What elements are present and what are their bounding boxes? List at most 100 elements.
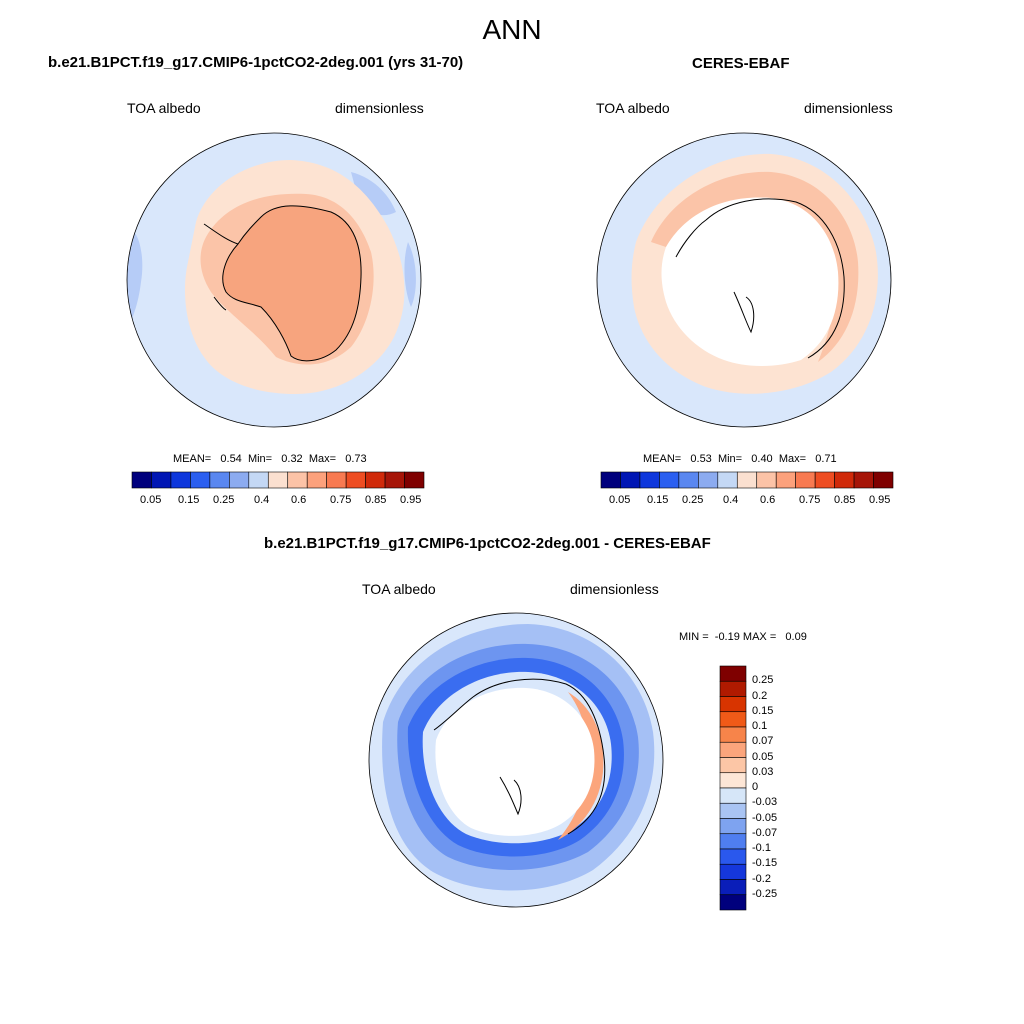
obs-colorbar-swatch xyxy=(620,471,641,489)
model-tick: 0.25 xyxy=(213,494,235,506)
model-min-value: 0.32 xyxy=(281,453,303,465)
obs-colorbar-swatch xyxy=(834,471,855,489)
obs-no-data-region xyxy=(661,197,839,366)
model-polar-map xyxy=(126,132,422,428)
obs-colorbar-swatch xyxy=(717,471,738,489)
model-colorbar-swatch xyxy=(131,471,152,489)
model-colorbar-swatch xyxy=(404,471,425,489)
model-min-label: Min= xyxy=(247,453,273,465)
diff-colorbar-swatch xyxy=(719,757,747,774)
obs-colorbar-swatch xyxy=(873,471,894,489)
diff-polar-map xyxy=(368,612,664,908)
diff-tick: 0.1 xyxy=(752,720,768,732)
model-colorbar-swatch xyxy=(326,471,347,489)
obs-colorbar-swatch xyxy=(853,471,874,489)
diff-no-data-region xyxy=(435,687,595,836)
model-low-albedo-patch-west xyxy=(127,230,143,332)
model-max-label: Max= xyxy=(308,453,337,465)
obs-colorbar-swatch xyxy=(659,471,680,489)
diff-min-value: -0.19 xyxy=(714,631,740,643)
diff-tick: 0.15 xyxy=(752,704,774,717)
diff-colorbar-swatch xyxy=(719,818,747,835)
diff-panel-title: b.e21.B1PCT.f19_g17.CMIP6-1pctCO2-2deg.0… xyxy=(264,535,711,552)
diff-colorbar-swatch xyxy=(719,802,747,819)
obs-variable-label: TOA albedo xyxy=(596,100,670,116)
obs-max-label: Max= xyxy=(778,453,807,465)
model-tick: 0.4 xyxy=(254,494,270,506)
diff-colorbar-swatch xyxy=(719,696,747,713)
obs-min-label: Min= xyxy=(717,453,743,465)
model-tick: 0.05 xyxy=(140,494,162,506)
diff-positive-ring-east xyxy=(558,692,604,840)
diff-units-label: dimensionless xyxy=(570,581,659,597)
diff-variable-label: TOA albedo xyxy=(362,581,436,597)
model-colorbar-swatch xyxy=(151,471,172,489)
diff-tick: 0.2 xyxy=(752,689,768,702)
obs-tick: 0.05 xyxy=(609,494,631,506)
model-colorbar-swatch xyxy=(365,471,386,489)
diff-colorbar xyxy=(719,665,747,911)
model-panel-title: b.e21.B1PCT.f19_g17.CMIP6-1pctCO2-2deg.0… xyxy=(48,54,464,71)
obs-panel-title: CERES-EBAF xyxy=(692,55,790,72)
model-colorbar-swatch xyxy=(229,471,250,489)
model-colorbar-swatch xyxy=(345,471,366,489)
diff-colorbar-swatch xyxy=(719,863,747,880)
diff-colorbar-swatch xyxy=(719,894,747,911)
diff-colorbar-swatch xyxy=(719,848,747,865)
obs-colorbar-swatch xyxy=(795,471,816,489)
obs-colorbar-swatch xyxy=(736,471,758,489)
obs-tick: 0.15 xyxy=(647,494,669,506)
model-antarctica-coast xyxy=(203,205,362,362)
obs-colorbar-swatch xyxy=(600,471,621,489)
model-low-albedo-patch-ne xyxy=(351,172,396,216)
model-colorbar-swatch xyxy=(209,471,230,489)
obs-max-value: 0.71 xyxy=(815,453,837,465)
model-colorbar-swatch xyxy=(190,471,211,489)
model-colorbar-swatch xyxy=(306,471,327,489)
model-mean-label: MEAN= xyxy=(173,453,212,465)
model-tick: 0.6 xyxy=(291,494,307,506)
diff-antarctica-coast xyxy=(433,678,606,835)
obs-tick: 0.4 xyxy=(723,494,739,506)
obs-tick: 0.75 xyxy=(799,494,821,506)
diff-colorbar-swatch xyxy=(719,726,747,743)
diff-tick: -0.07 xyxy=(752,826,778,839)
model-tick: 0.15 xyxy=(178,494,200,506)
obs-min-value: 0.40 xyxy=(751,453,773,465)
diff-colorbar-swatch xyxy=(719,680,747,697)
diff-colorbar-swatch xyxy=(719,711,747,728)
obs-tick: 0.85 xyxy=(834,494,856,506)
figure-title: ANN xyxy=(482,14,542,45)
diff-tick: -0.2 xyxy=(752,872,771,885)
obs-colorbar-swatch xyxy=(698,471,719,489)
diff-colorbar-swatch xyxy=(719,787,747,804)
obs-tick: 0.6 xyxy=(760,494,776,506)
diff-tick: -0.25 xyxy=(752,887,778,900)
obs-mean-value: 0.53 xyxy=(690,453,712,465)
diff-colorbar-swatch xyxy=(719,833,747,850)
diff-tick: -0.15 xyxy=(752,857,778,870)
obs-colorbar-swatch xyxy=(678,471,699,489)
obs-mean-label: MEAN= xyxy=(643,453,682,465)
model-continent-fill xyxy=(222,205,362,361)
model-units-label: dimensionless xyxy=(335,100,424,116)
obs-antarctica-coast xyxy=(675,198,845,359)
obs-colorbar-swatch xyxy=(756,471,777,489)
diff-min-label: MIN = xyxy=(679,631,709,643)
model-colorbar-swatch xyxy=(170,471,191,489)
model-tick: 0.85 xyxy=(365,494,387,506)
obs-tick: 0.25 xyxy=(682,494,704,506)
model-colorbar-swatch xyxy=(267,471,289,489)
model-stats: MEAN= 0.54 Min= 0.32 Max= 0.73 xyxy=(173,453,367,465)
model-tick: 0.95 xyxy=(400,494,422,506)
model-max-value: 0.73 xyxy=(345,453,367,465)
diff-tick: -0.1 xyxy=(752,842,771,854)
model-colorbar-swatch xyxy=(384,471,405,489)
model-colorbar xyxy=(131,471,425,489)
diff-tick: -0.05 xyxy=(752,811,778,824)
diff-colorbar-swatch xyxy=(719,741,747,758)
obs-colorbar-swatch xyxy=(639,471,660,489)
obs-colorbar-swatch xyxy=(814,471,835,489)
obs-tick: 0.95 xyxy=(869,494,891,506)
model-variable-label: TOA albedo xyxy=(127,100,201,116)
